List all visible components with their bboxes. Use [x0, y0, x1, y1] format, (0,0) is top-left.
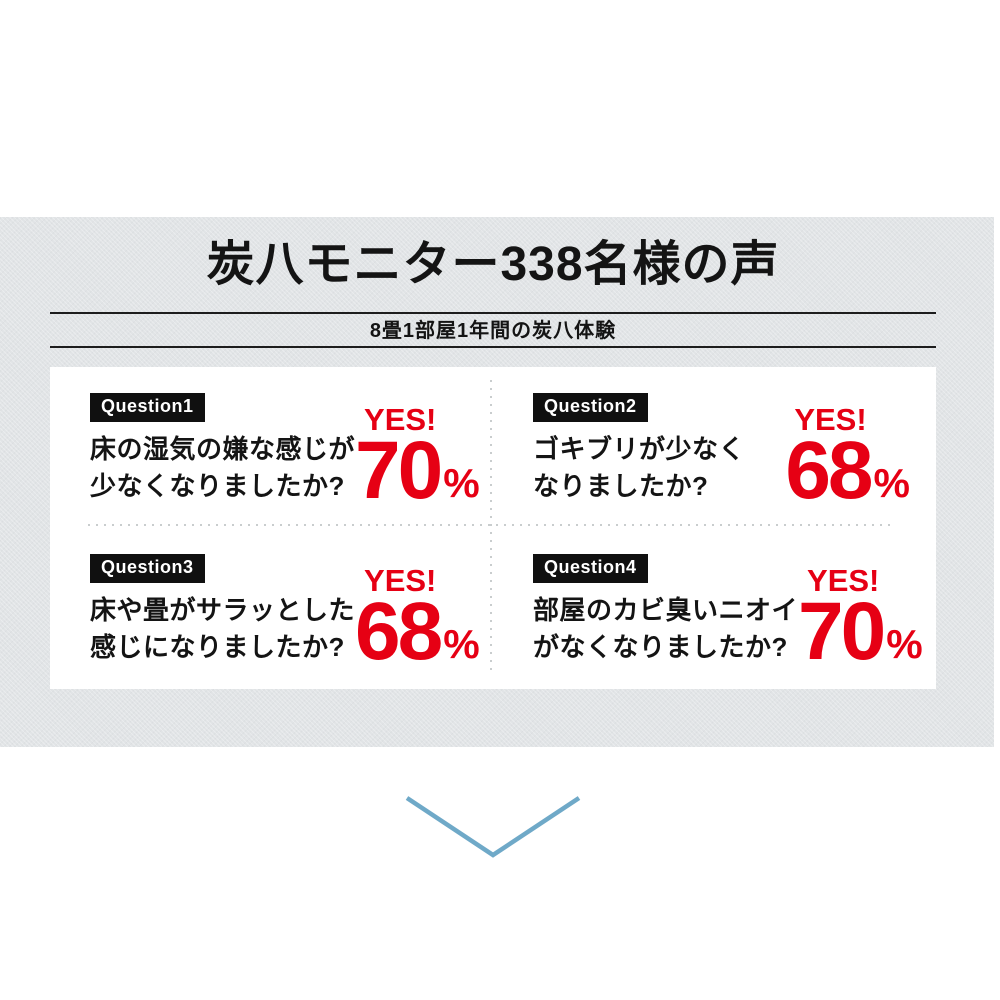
question-4-percent-value: 70 [798, 586, 886, 677]
question-4-yes-label: YES! [807, 563, 880, 598]
question-2-line-1: ゴキブリが少なく [533, 433, 746, 464]
question-1-percent-value: 70 [355, 425, 443, 516]
question-2-yes-label: YES! [794, 402, 867, 437]
question-3-line-2: 感じになりましたか? [90, 631, 345, 662]
question-2-percent-value: 68 [785, 425, 873, 516]
question-2-text: ゴキブリが少なく なりましたか? [533, 431, 745, 505]
question-1-chip: Question1 [90, 393, 205, 422]
quadrant-question-2: Question2 ゴキブリが少なく なりましたか? YES! 68 % [493, 367, 936, 528]
question-4-line-1: 部屋のカビ臭いニオイ [533, 594, 799, 625]
question-4-text: 部屋のカビ臭いニオイ がなくなりましたか? [533, 592, 798, 666]
question-1-result: YES! 70 % [355, 402, 480, 516]
question-4-percent-sign: % [886, 620, 923, 667]
question-3-yes-label: YES! [364, 563, 437, 598]
question-1-line-1: 床の湿気の嫌な感じが [90, 433, 356, 464]
subtitle-rule-bottom [50, 346, 936, 348]
quadrant-question-4: Question4 部屋のカビ臭いニオイ がなくなりましたか? YES! 70 … [493, 528, 936, 689]
question-3-percent-sign: % [443, 620, 480, 667]
question-3-chip: Question3 [90, 554, 205, 583]
question-3-text: 床や畳がサラッとした 感じになりましたか? [90, 592, 355, 666]
question-1-line-2: 少なくなりましたか? [90, 470, 345, 501]
chevron-down-icon [405, 796, 581, 858]
question-4-result: YES! 70 % [798, 563, 923, 677]
question-3-percent-value: 68 [355, 586, 443, 677]
question-2-block: Question2 ゴキブリが少なく なりましたか? [533, 393, 745, 505]
question-1-percent-sign: % [443, 459, 480, 506]
question-2-line-2: なりましたか? [533, 470, 709, 501]
quadrant-question-1: Question1 床の湿気の嫌な感じが 少なくなりましたか? YES! 70 … [50, 367, 493, 528]
question-1-block: Question1 床の湿気の嫌な感じが 少なくなりましたか? [90, 393, 355, 505]
question-3-line-1: 床や畳がサラッとした [90, 594, 356, 625]
question-3-block: Question3 床や畳がサラッとした 感じになりましたか? [90, 554, 355, 666]
divider-vertical-dotted [490, 380, 492, 674]
question-1-yes-label: YES! [364, 402, 437, 437]
quadrant-question-3: Question3 床や畳がサラッとした 感じになりましたか? YES! 68 … [50, 528, 493, 689]
section-subtitle: 8畳1部屋1年間の炭八体験 [369, 320, 617, 342]
question-4-line-2: がなくなりましたか? [533, 631, 788, 662]
question-1-text: 床の湿気の嫌な感じが 少なくなりましたか? [90, 431, 355, 505]
page-title: 炭八モニター338名様の声 [206, 238, 780, 291]
question-2-result: YES! 68 % [785, 402, 910, 516]
question-2-percent-sign: % [873, 459, 910, 506]
question-4-block: Question4 部屋のカビ臭いニオイ がなくなりましたか? [533, 554, 798, 666]
subtitle-rule-top [50, 312, 936, 314]
question-4-chip: Question4 [533, 554, 648, 583]
question-3-result: YES! 68 % [355, 563, 480, 677]
survey-results-card: Question1 床の湿気の嫌な感じが 少なくなりましたか? YES! 70 … [50, 367, 936, 689]
question-2-chip: Question2 [533, 393, 648, 422]
